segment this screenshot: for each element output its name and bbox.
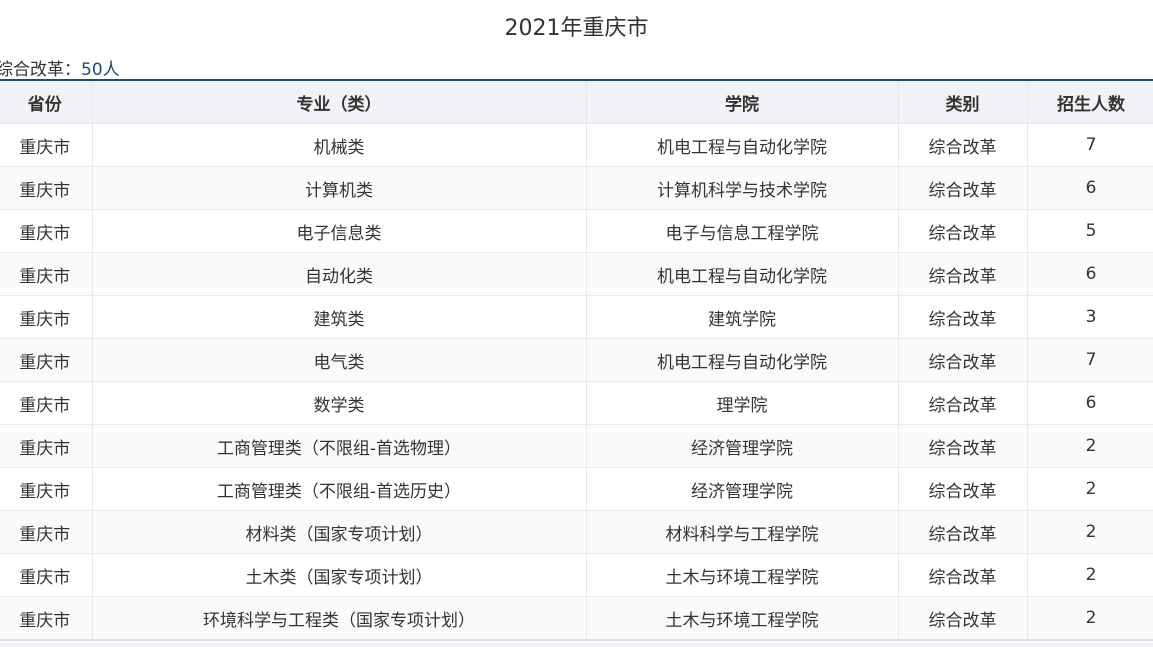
header-province: 省份 xyxy=(0,81,93,124)
cell-college: 机电工程与自动化学院 xyxy=(586,252,899,296)
cell-enrollment: 6 xyxy=(1027,166,1153,210)
cell-enrollment: 7 xyxy=(1027,123,1153,167)
cell-college: 经济管理学院 xyxy=(586,424,899,468)
cell-province: 重庆市 xyxy=(0,123,93,167)
cell-enrollment: 6 xyxy=(1027,252,1153,296)
header-college: 学院 xyxy=(586,81,899,124)
summary-label: 综合改革： xyxy=(0,60,81,80)
table-header-row: 省份 专业（类） 学院 类别 招生人数 xyxy=(0,81,1153,124)
enrollment-table: 省份 专业（类） 学院 类别 招生人数 重庆市 机械类 机电工程与自动化学院 综合改革… xyxy=(0,81,1153,641)
cell-province: 重庆市 xyxy=(0,510,93,554)
cell-college: 材料科学与工程学院 xyxy=(586,510,899,554)
table-row: 重庆市 土木类（国家专项计划） 土木与环境工程学院 综合改革 2 xyxy=(0,553,1153,597)
cell-category: 综合改革 xyxy=(898,424,1028,468)
cell-college: 经济管理学院 xyxy=(586,467,899,511)
cell-college: 土木与环境工程学院 xyxy=(586,553,899,597)
cell-category: 综合改革 xyxy=(898,295,1028,339)
cell-enrollment: 2 xyxy=(1027,596,1153,641)
cell-province: 重庆市 xyxy=(0,381,93,425)
cell-major: 环境科学与工程类（国家专项计划） xyxy=(92,596,587,641)
cell-major: 工商管理类（不限组-首选历史） xyxy=(92,467,587,511)
header-category: 类别 xyxy=(898,81,1028,124)
table-row: 重庆市 工商管理类（不限组-首选物理） 经济管理学院 综合改革 2 xyxy=(0,424,1153,468)
cell-category: 综合改革 xyxy=(898,338,1028,382)
cell-major: 土木类（国家专项计划） xyxy=(92,553,587,597)
cell-major: 数学类 xyxy=(92,381,587,425)
cell-enrollment: 2 xyxy=(1027,467,1153,511)
header-enrollment: 招生人数 xyxy=(1027,81,1153,124)
cell-college: 机电工程与自动化学院 xyxy=(586,338,899,382)
cell-major: 材料类（国家专项计划） xyxy=(92,510,587,554)
cell-province: 重庆市 xyxy=(0,467,93,511)
cell-category: 综合改革 xyxy=(898,596,1028,641)
summary-value: 50人 xyxy=(81,60,120,80)
cell-college: 建筑学院 xyxy=(586,295,899,339)
cell-major: 计算机类 xyxy=(92,166,587,210)
cell-enrollment: 3 xyxy=(1027,295,1153,339)
divider xyxy=(0,79,1153,81)
cell-province: 重庆市 xyxy=(0,295,93,339)
cell-major: 自动化类 xyxy=(92,252,587,296)
table-row: 重庆市 材料类（国家专项计划） 材料科学与工程学院 综合改革 2 xyxy=(0,510,1153,554)
table-row: 重庆市 环境科学与工程类（国家专项计划） 土木与环境工程学院 综合改革 2 xyxy=(0,596,1153,641)
cell-major: 电子信息类 xyxy=(92,209,587,253)
table-row: 重庆市 工商管理类（不限组-首选历史） 经济管理学院 综合改革 2 xyxy=(0,467,1153,511)
cell-province: 重庆市 xyxy=(0,596,93,641)
cell-college: 理学院 xyxy=(586,381,899,425)
enrollment-summary: 综合改革：50人 xyxy=(0,55,120,80)
cell-college: 电子与信息工程学院 xyxy=(586,209,899,253)
cell-province: 重庆市 xyxy=(0,209,93,253)
cell-category: 综合改革 xyxy=(898,467,1028,511)
cell-province: 重庆市 xyxy=(0,424,93,468)
cell-category: 综合改革 xyxy=(898,510,1028,554)
cell-major: 机械类 xyxy=(92,123,587,167)
table-row: 重庆市 电气类 机电工程与自动化学院 综合改革 7 xyxy=(0,338,1153,382)
cell-major: 工商管理类（不限组-首选物理） xyxy=(92,424,587,468)
cell-college: 机电工程与自动化学院 xyxy=(586,123,899,167)
cell-category: 综合改革 xyxy=(898,209,1028,253)
cell-enrollment: 2 xyxy=(1027,510,1153,554)
cell-enrollment: 5 xyxy=(1027,209,1153,253)
cell-enrollment: 7 xyxy=(1027,338,1153,382)
cell-category: 综合改革 xyxy=(898,123,1028,167)
cell-major: 建筑类 xyxy=(92,295,587,339)
table-row: 重庆市 建筑类 建筑学院 综合改革 3 xyxy=(0,295,1153,339)
cell-category: 综合改革 xyxy=(898,166,1028,210)
cell-category: 综合改革 xyxy=(898,252,1028,296)
page-bottom xyxy=(0,642,1153,647)
cell-category: 综合改革 xyxy=(898,553,1028,597)
cell-enrollment: 2 xyxy=(1027,553,1153,597)
cell-province: 重庆市 xyxy=(0,338,93,382)
cell-province: 重庆市 xyxy=(0,252,93,296)
cell-province: 重庆市 xyxy=(0,166,93,210)
cell-category: 综合改革 xyxy=(898,381,1028,425)
cell-college: 计算机科学与技术学院 xyxy=(586,166,899,210)
table-row: 重庆市 机械类 机电工程与自动化学院 综合改革 7 xyxy=(0,123,1153,167)
cell-province: 重庆市 xyxy=(0,553,93,597)
cell-enrollment: 6 xyxy=(1027,381,1153,425)
page-title: 2021年重庆市 xyxy=(504,16,649,41)
cell-major: 电气类 xyxy=(92,338,587,382)
cell-college: 土木与环境工程学院 xyxy=(586,596,899,641)
table-row: 重庆市 数学类 理学院 综合改革 6 xyxy=(0,381,1153,425)
table-row: 重庆市 电子信息类 电子与信息工程学院 综合改革 5 xyxy=(0,209,1153,253)
table-row: 重庆市 计算机类 计算机科学与技术学院 综合改革 6 xyxy=(0,166,1153,210)
header-major: 专业（类） xyxy=(92,81,587,124)
cell-enrollment: 2 xyxy=(1027,424,1153,468)
table-row: 重庆市 自动化类 机电工程与自动化学院 综合改革 6 xyxy=(0,252,1153,296)
